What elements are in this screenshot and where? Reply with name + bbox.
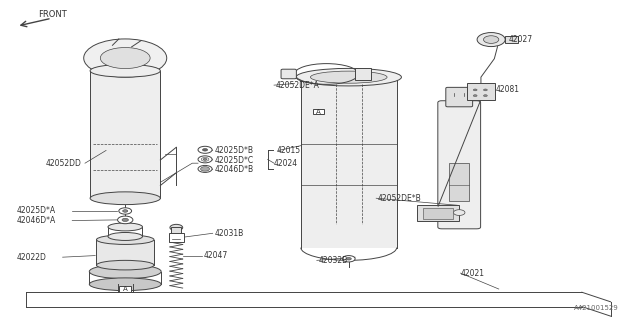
Bar — [355, 68, 371, 80]
Circle shape — [170, 224, 182, 231]
Text: A: A — [316, 108, 321, 115]
Circle shape — [483, 95, 487, 97]
Bar — [423, 208, 454, 219]
Circle shape — [198, 156, 212, 163]
Text: 42047: 42047 — [204, 251, 228, 260]
Ellipse shape — [108, 233, 143, 240]
FancyBboxPatch shape — [438, 101, 481, 229]
Circle shape — [123, 210, 128, 212]
Text: 42024: 42024 — [274, 159, 298, 168]
FancyBboxPatch shape — [281, 69, 296, 79]
Bar — [313, 109, 324, 115]
Bar — [505, 36, 518, 44]
Circle shape — [198, 165, 212, 172]
Text: 42022D: 42022D — [17, 253, 47, 262]
Circle shape — [342, 256, 355, 262]
Ellipse shape — [90, 278, 161, 291]
Ellipse shape — [90, 192, 161, 204]
Circle shape — [201, 157, 209, 161]
Ellipse shape — [90, 64, 161, 77]
Bar — [97, 240, 154, 265]
Circle shape — [477, 33, 505, 47]
Text: 42081: 42081 — [495, 85, 520, 94]
Circle shape — [203, 158, 207, 160]
Circle shape — [202, 148, 207, 151]
Text: 42052DE*A: 42052DE*A — [275, 81, 319, 90]
Text: 42021: 42021 — [461, 268, 484, 278]
Text: 42027: 42027 — [508, 35, 532, 44]
Bar — [120, 286, 131, 292]
Bar — [169, 233, 184, 242]
Circle shape — [119, 208, 132, 214]
Circle shape — [483, 89, 487, 91]
Text: A: A — [123, 286, 127, 292]
Bar — [449, 163, 469, 201]
Circle shape — [473, 89, 477, 91]
Text: A421001529: A421001529 — [574, 305, 619, 311]
Circle shape — [122, 218, 129, 221]
Text: 42025D*A: 42025D*A — [17, 206, 56, 215]
Ellipse shape — [310, 71, 387, 83]
Ellipse shape — [108, 223, 143, 231]
Ellipse shape — [84, 39, 167, 77]
Circle shape — [473, 95, 477, 97]
Text: 42046D*A: 42046D*A — [17, 216, 56, 225]
Text: 42046D*B: 42046D*B — [214, 165, 253, 174]
Circle shape — [118, 216, 133, 224]
FancyBboxPatch shape — [467, 83, 495, 100]
Bar — [90, 71, 161, 198]
Ellipse shape — [97, 260, 154, 270]
Circle shape — [200, 167, 209, 171]
FancyBboxPatch shape — [446, 87, 472, 107]
Bar — [172, 227, 181, 233]
Text: FRONT: FRONT — [38, 10, 67, 19]
Ellipse shape — [90, 264, 161, 279]
Ellipse shape — [100, 48, 150, 68]
Circle shape — [346, 258, 351, 260]
Text: 42025D*C: 42025D*C — [214, 156, 253, 164]
Text: 42025D*B: 42025D*B — [214, 146, 253, 155]
Text: 42031B: 42031B — [214, 229, 244, 238]
Ellipse shape — [97, 235, 154, 244]
Text: 42052DE*B: 42052DE*B — [378, 194, 421, 203]
Ellipse shape — [454, 210, 465, 215]
Text: 42052DD: 42052DD — [45, 159, 81, 168]
Circle shape — [198, 146, 212, 153]
Ellipse shape — [296, 68, 401, 86]
Text: 42015: 42015 — [276, 146, 301, 155]
Circle shape — [483, 36, 499, 44]
Text: 42032B: 42032B — [319, 256, 348, 265]
Bar — [301, 77, 397, 248]
FancyBboxPatch shape — [417, 205, 460, 221]
